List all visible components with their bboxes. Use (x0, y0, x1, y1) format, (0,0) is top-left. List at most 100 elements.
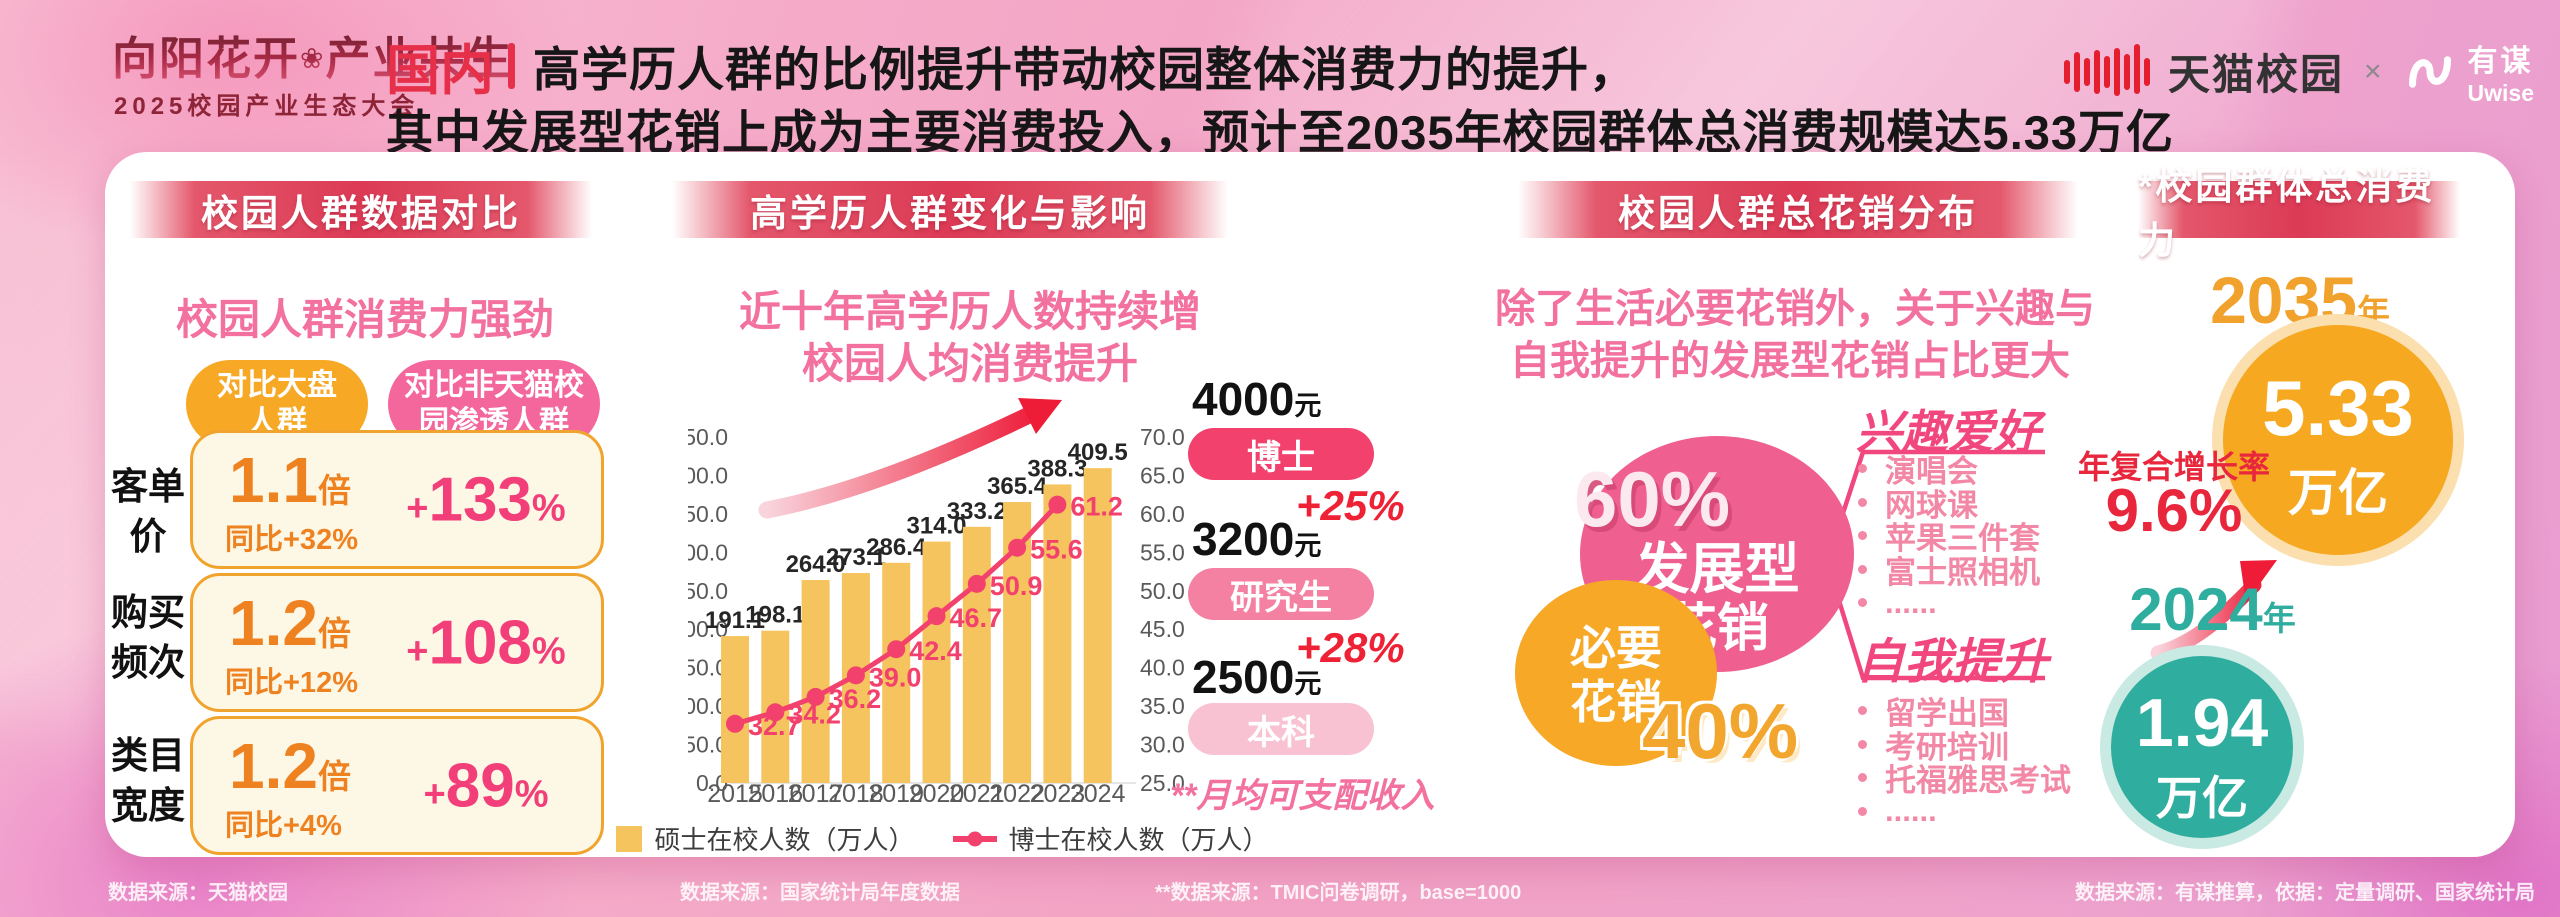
metric-box-category-width: 1.2倍 同比+4% +89% (190, 716, 604, 855)
list-item: ...... (1858, 793, 2071, 829)
panel4-header: *校园群体总消费力 (2138, 166, 2460, 261)
amount-unit: 元 (1294, 391, 1322, 421)
svg-text:250.0: 250.0 (688, 578, 728, 604)
lift-number: 89 (445, 751, 515, 820)
development-percent: 60% (1574, 455, 1731, 543)
circle-2035: 5.33 万亿 (2223, 325, 2453, 555)
svg-text:2020: 2020 (909, 780, 965, 808)
list-item-text: 富士照相机 (1885, 554, 2040, 590)
svg-text:45.0: 45.0 (1140, 616, 1185, 642)
necessary-spend-circle: 必要 花销 (1515, 580, 1717, 766)
uwise-logo: 有谋 Uwise (2402, 36, 2534, 107)
svg-text:50.0: 50.0 (1140, 578, 1185, 604)
metric-label-category-width: 类目宽度 (111, 735, 185, 826)
svg-text:191.1: 191.1 (705, 607, 765, 634)
svg-text:365.4: 365.4 (987, 473, 1048, 500)
multiple-number: 1.1 (229, 444, 318, 516)
multiple-unit: 倍 (317, 758, 351, 795)
svg-text:350.0: 350.0 (688, 501, 728, 527)
svg-text:333.2: 333.2 (947, 498, 1007, 525)
svg-text:42.4: 42.4 (909, 636, 962, 666)
multiple-number: 1.2 (229, 730, 318, 802)
svg-text:198.1: 198.1 (745, 602, 805, 629)
income-delta-master: +28% (1296, 624, 1405, 671)
yoy-value: 同比+12% (225, 667, 358, 699)
legend-line-dot (967, 831, 982, 846)
bullet-icon (1858, 531, 1867, 541)
legend-line-label: 博士在校人数（万人） (1008, 825, 1269, 855)
svg-text:39.0: 39.0 (869, 662, 922, 692)
amount-unit: 元 (1294, 669, 1322, 699)
pill-text: 对比大盘 (217, 368, 337, 402)
svg-text:2016: 2016 (747, 780, 803, 808)
panel1-header: 校园人群数据对比 (130, 181, 592, 238)
headline-line1: 高学历人群的比例提升带动校园整体消费力的提升， (533, 43, 1637, 96)
hobbies-list: 演唱会 网球课 苹果三件套 富士照相机...... (1858, 452, 2040, 620)
svg-text:46.7: 46.7 (950, 603, 1003, 633)
svg-text:36.2: 36.2 (829, 684, 882, 714)
panel3-subtitle-line2: 自我提升的发展型花销占比更大 (1510, 339, 2070, 383)
uwise-en: Uwise (2467, 80, 2535, 106)
value-2035: 5.33 (2262, 364, 2414, 452)
amount-number: 3200 (1192, 513, 1295, 565)
income-bachelor-amount: 2500元 (1192, 650, 1321, 704)
lift-percent: % (514, 773, 549, 815)
svg-text:35.0: 35.0 (1140, 693, 1185, 719)
income-delta-doctor: +25% (1296, 482, 1405, 529)
list-item: 富士照相机 (1858, 553, 2040, 590)
list-item: 留学出国 (1858, 694, 2071, 731)
bullet-icon (1858, 739, 1867, 749)
year-suffix: 年 (2262, 600, 2296, 637)
master-doctor-chart: 450.0400.0350.0300.0250.0200.0150.0100.0… (688, 424, 1185, 808)
lift-value: +133% (393, 464, 579, 535)
yoy-value: 同比+32% (225, 524, 358, 556)
circle-2024: 1.94 万亿 (2111, 656, 2293, 838)
list-item-text: 网球课 (1885, 487, 1978, 523)
growth-arrow (758, 398, 1062, 519)
list-item-text: ...... (1885, 584, 1937, 620)
panel2-subtitle-line2: 校园人均消费提升 (801, 340, 1138, 387)
headline-line2: 其中发展型花销上成为主要消费投入，预计至2035年校园群体总消费规模达5.33万… (386, 106, 2175, 159)
svg-text:2023: 2023 (1030, 780, 1086, 808)
list-item-text: ...... (1885, 793, 1937, 829)
metric-label-aov: 客单价 (111, 466, 185, 557)
panel1-subtitle: 校园人群消费力强劲 (175, 296, 554, 343)
svg-text:2022: 2022 (989, 780, 1045, 808)
uwise-wave-icon (2408, 55, 2451, 88)
svg-text:450.0: 450.0 (688, 424, 728, 450)
yoy-value: 同比+4% (225, 810, 342, 842)
svg-text:30.0: 30.0 (1140, 732, 1185, 758)
list-item: 考研培训 (1858, 728, 2071, 765)
unit-2035: 万亿 (2288, 465, 2388, 521)
income-pill-bachelor: 本科 (1188, 703, 1374, 755)
list-item-text: 苹果三件套 (1885, 521, 2040, 557)
list-item: ...... (1858, 584, 2040, 620)
list-item: 托福雅思考试 (1858, 761, 2071, 798)
panel2-header: 高学历人群变化与影响 (672, 181, 1228, 238)
lift-plus: + (406, 487, 429, 529)
lift-percent: % (531, 487, 566, 529)
amount-unit: 元 (1294, 531, 1322, 561)
lift-number: 108 (428, 608, 532, 677)
lift-plus: + (423, 773, 446, 815)
list-item-text: 留学出国 (1885, 696, 2009, 732)
brand-block: 天猫校园 × 有谋 Uwise (2062, 36, 2534, 107)
self-improvement-list: 留学出国 考研培训 托福雅思考试...... (1858, 694, 2071, 828)
brand-separator: × (2364, 54, 2382, 88)
svg-text:273.1: 273.1 (826, 544, 886, 571)
lift-plus: + (406, 630, 429, 672)
group-title-hobbies: 兴趣爱好 (1856, 406, 2040, 458)
circle-label: 必要 (1570, 622, 1662, 674)
svg-text:25.0: 25.0 (1140, 770, 1185, 796)
list-item: 网球课 (1858, 486, 2040, 523)
uwise-cn: 有谋 (2467, 45, 2534, 78)
list-item: 苹果三件套 (1858, 519, 2040, 556)
income-master-amount: 3200元 (1192, 512, 1321, 566)
pill-text: 对比非天猫校 (404, 368, 584, 402)
legend-item-doctor: 博士在校人数（万人） (952, 820, 1269, 857)
list-item-text: 托福雅思考试 (1885, 763, 2071, 799)
footnote-uwise: 数据来源：有谋推算，依据：定量调研、国家统计局 (2075, 882, 2535, 904)
metric-box-frequency: 1.2倍 同比+12% +108% (190, 573, 604, 712)
multiple-unit: 倍 (317, 472, 351, 509)
